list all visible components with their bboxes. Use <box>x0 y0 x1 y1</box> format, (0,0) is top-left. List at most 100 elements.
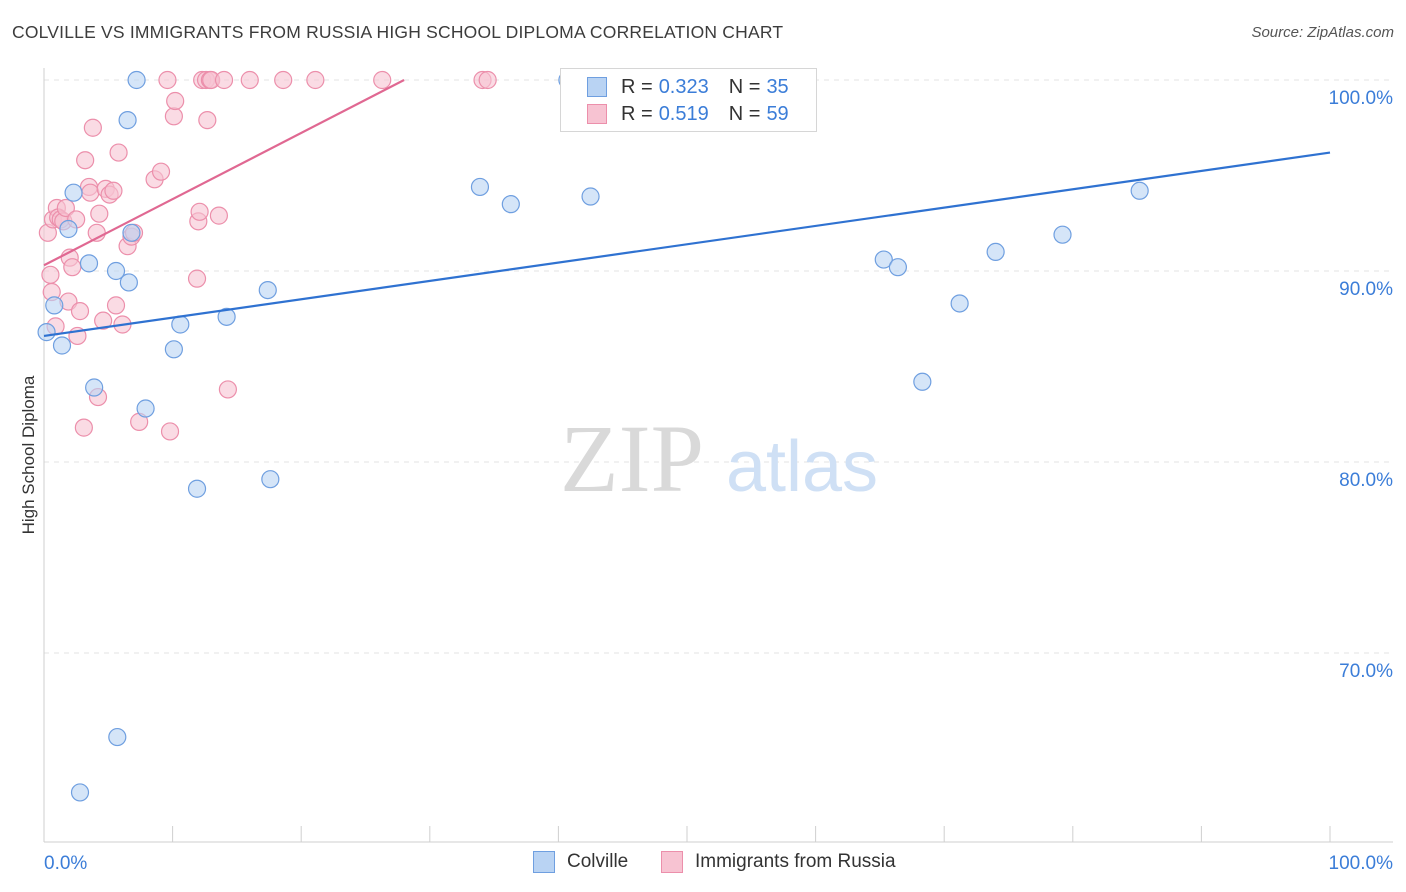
russia-point <box>90 204 109 223</box>
bottom-legend-swatch-colville <box>533 851 555 873</box>
russia-trend-line <box>43 79 405 267</box>
russia-point <box>240 70 259 90</box>
colville-point <box>136 399 155 418</box>
colville-point <box>59 219 78 239</box>
russia-point <box>106 296 126 315</box>
colville-point <box>164 340 183 359</box>
bottom-legend-swatch-russia <box>661 851 683 873</box>
trend-lines <box>43 79 1331 338</box>
y-axis-label: High School Diploma <box>19 375 38 535</box>
colville-point <box>85 378 104 397</box>
russia-point <box>187 269 207 288</box>
colville-point <box>122 223 141 242</box>
russia-point <box>160 422 180 441</box>
russia-point <box>81 183 100 202</box>
russia-point <box>74 418 93 437</box>
russia-point <box>274 70 293 90</box>
stats-legend: R = 0.323 N = 35 R = 0.519 N = 59 <box>560 68 817 132</box>
russia-point <box>218 380 237 399</box>
chart-title: COLVILLE VS IMMIGRANTS FROM RUSSIA HIGH … <box>12 22 784 42</box>
colville-point <box>106 261 126 281</box>
colville-point <box>119 273 138 292</box>
russia-point <box>109 143 128 162</box>
legend-r-label: R = <box>621 75 653 98</box>
y-tick-label: 90.0% <box>1339 279 1393 300</box>
russia-point <box>164 107 183 126</box>
legend-n-label: N = <box>728 102 761 125</box>
bottom-legend-label-russia: Immigrants from Russia <box>695 851 896 872</box>
russia-point <box>209 206 228 225</box>
colville-trend-line <box>43 151 1331 338</box>
y-tick-label: 70.0% <box>1339 661 1393 682</box>
colville-point <box>127 70 146 90</box>
colville-point <box>37 323 56 342</box>
russia-point <box>214 70 234 90</box>
y-tick-label: 100.0% <box>1329 88 1394 109</box>
russia-point <box>104 181 123 200</box>
russia-point <box>151 162 171 181</box>
legend-n-value: 35 <box>766 75 789 98</box>
russia-point <box>478 70 497 90</box>
colville-point <box>108 727 127 747</box>
gridlines <box>44 79 1393 654</box>
colville-point <box>888 258 908 277</box>
russia-point <box>158 70 177 90</box>
colville-point <box>1053 225 1072 244</box>
colville-point <box>950 294 969 313</box>
x-tick-label-min: 0.0% <box>44 853 87 874</box>
y-tick-label: 80.0% <box>1339 470 1393 491</box>
legend-swatch-colville <box>587 77 607 97</box>
watermark-zip: ZIP <box>560 405 704 512</box>
legend-row-colville: R = 0.323 N = 35 <box>587 74 789 100</box>
watermark-atlas: atlas <box>726 427 878 507</box>
legend-row-russia: R = 0.519 N = 59 <box>587 101 789 127</box>
y-tick-labels: 100.0% 90.0% 80.0% 70.0% <box>1329 88 1394 682</box>
russia-point <box>166 91 185 111</box>
russia-point <box>198 111 217 130</box>
russia-point <box>190 202 209 221</box>
colville-point <box>501 195 520 214</box>
russia-point <box>41 265 60 284</box>
russia-point <box>373 70 392 90</box>
legend-n-value: 59 <box>766 102 789 125</box>
bottom-legend-colville: Colville <box>533 851 628 873</box>
legend-r-label: R = <box>621 102 653 125</box>
colville-point <box>217 307 236 326</box>
colville-point <box>171 315 190 334</box>
colville-point <box>874 250 893 269</box>
colville-point <box>52 336 72 355</box>
colville-point <box>581 187 600 206</box>
axes <box>43 68 1393 843</box>
legend-swatch-russia <box>587 104 607 124</box>
x-tick-label-max: 100.0% <box>1329 853 1394 874</box>
watermark: ZIP atlas <box>560 405 878 512</box>
russia-point <box>306 70 325 90</box>
colville-point <box>118 111 137 130</box>
colville-point <box>258 281 277 300</box>
colville-point <box>45 296 64 315</box>
source-credit: Source: ZipAtlas.com <box>1251 24 1394 41</box>
russia-point <box>83 118 102 137</box>
colville-point <box>187 479 207 498</box>
colville-point <box>470 177 490 197</box>
bottom-legend-label-colville: Colville <box>567 851 629 872</box>
russia-points <box>38 70 497 441</box>
legend-r-value: 0.519 <box>658 102 709 125</box>
colville-points <box>37 70 1149 802</box>
colville-point <box>79 254 99 273</box>
russia-point <box>63 258 82 277</box>
colville-point <box>1130 181 1149 200</box>
colville-point <box>70 783 90 802</box>
colville-point <box>986 242 1005 261</box>
bottom-legend-russia: Immigrants from Russia <box>661 851 896 873</box>
colville-point <box>913 372 932 391</box>
russia-point <box>56 198 75 218</box>
x-tick-labels: 0.0% 100.0% <box>44 853 1393 874</box>
russia-point <box>76 151 95 170</box>
colville-point <box>261 470 280 489</box>
legend-r-value: 0.323 <box>658 75 709 98</box>
russia-point <box>94 311 113 330</box>
colville-point <box>64 183 83 202</box>
russia-point <box>70 302 90 321</box>
